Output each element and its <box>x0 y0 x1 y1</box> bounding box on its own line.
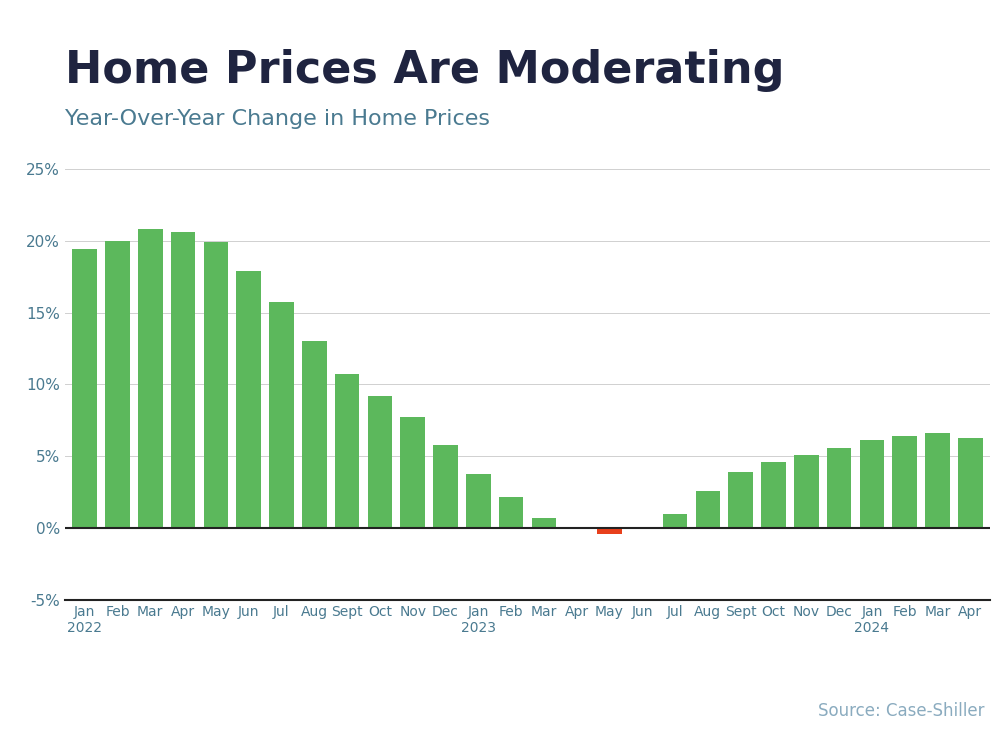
Bar <box>204 242 228 528</box>
Bar <box>892 436 917 528</box>
Bar <box>827 448 851 528</box>
Bar <box>368 396 392 528</box>
Text: Source: Case-Shiller: Source: Case-Shiller <box>818 702 985 720</box>
Bar <box>138 230 163 528</box>
Bar <box>269 302 294 528</box>
Bar <box>532 518 556 528</box>
Text: Year-Over-Year Change in Home Prices: Year-Over-Year Change in Home Prices <box>65 109 490 129</box>
Bar <box>860 440 884 528</box>
Bar <box>696 490 720 528</box>
Bar <box>663 514 687 528</box>
Bar <box>466 473 491 528</box>
Bar <box>236 271 261 528</box>
Bar <box>433 445 458 528</box>
Bar <box>728 472 753 528</box>
Bar <box>499 496 523 528</box>
Bar <box>761 462 786 528</box>
Bar <box>105 241 130 528</box>
Bar <box>597 528 622 534</box>
Bar <box>72 249 97 528</box>
Bar <box>400 418 425 528</box>
Bar <box>958 437 983 528</box>
Bar <box>335 374 359 528</box>
Text: Home Prices Are Moderating: Home Prices Are Moderating <box>65 49 784 92</box>
Bar <box>794 454 819 528</box>
Bar <box>302 341 327 528</box>
Bar <box>925 433 950 528</box>
Bar <box>171 232 195 528</box>
